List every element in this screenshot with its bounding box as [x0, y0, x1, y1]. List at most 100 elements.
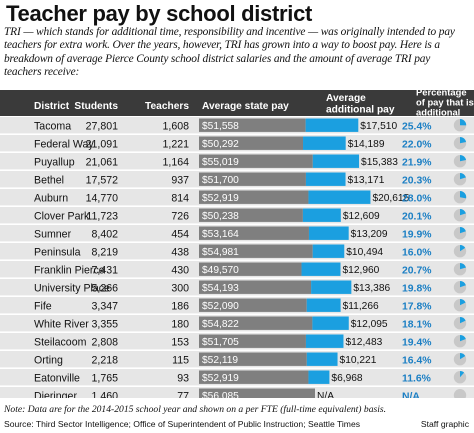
students-count: 5,266: [91, 282, 118, 294]
percentage-pie-slice: [460, 173, 466, 180]
additional-pay-bar: [312, 244, 345, 258]
table-row: Steilacoom 2,808 153 $51,705 $12,483 19.4%: [0, 333, 474, 350]
state-pay-bar: [199, 208, 303, 222]
percentage-pie-slice: [460, 191, 467, 199]
teachers-count: 77: [177, 390, 189, 398]
district-name: Steilacoom: [34, 336, 87, 348]
percentage-pie-slice: [460, 281, 466, 288]
additional-pay-bar: [308, 226, 349, 240]
district-name: Eatonville: [34, 372, 80, 384]
header-line: Percentage: [416, 90, 467, 98]
state-pay-bar: [199, 136, 304, 150]
table-body: Tacoma 27,801 1,608 $51,558 $17,510 25.4% Fede…: [0, 117, 474, 422]
teachers-count: 430: [171, 264, 189, 276]
column-header-teachers: Teachers: [145, 101, 189, 112]
state-pay-bar: [199, 226, 309, 240]
percentage-label: 28.0%: [402, 193, 431, 204]
students-count: 8,402: [91, 228, 118, 240]
state-pay-bar: [199, 280, 312, 294]
percentage-pie-slice: [460, 299, 466, 306]
percentage-label: 20.7%: [402, 265, 431, 276]
district-name: Puyallup: [34, 156, 75, 168]
data-note: Note: Data are for the 2014-2015 school …: [4, 404, 387, 415]
state-pay-label: $49,570: [202, 265, 239, 276]
teachers-count: 186: [171, 300, 189, 312]
header-line: Average: [326, 93, 366, 104]
additional-pay-bar: [305, 172, 346, 186]
percentage-label: N/A: [402, 391, 420, 398]
additional-pay-bar: [305, 334, 344, 348]
district-name: University Place: [34, 282, 110, 294]
percentage-label: 11.6%: [402, 373, 431, 384]
district-name: Orting: [34, 354, 63, 366]
additional-pay-label: $10,494: [346, 247, 383, 258]
district-name: Clover Park: [34, 210, 90, 222]
state-pay-bar: [199, 244, 313, 258]
pay-table: District Students Teachers Average state pa…: [0, 87, 474, 422]
additional-pay-label: $13,209: [351, 229, 388, 240]
header-line: of pay that is: [416, 97, 474, 108]
state-pay-bar: [199, 262, 302, 276]
district-name: Federal Way: [34, 138, 94, 150]
table-header: District Students Teachers Average state pa…: [0, 87, 474, 118]
percentage-label: 19.9%: [402, 229, 431, 240]
additional-pay-label: $12,960: [343, 265, 380, 276]
students-count: 2,808: [91, 336, 118, 348]
header-line: additional: [416, 107, 460, 118]
state-pay-bar: [199, 334, 306, 348]
students-count: 3,355: [91, 318, 118, 330]
table-row: Orting 2,218 115 $52,119 $10,221 16.4%: [0, 351, 474, 368]
district-name: Franklin Pierce: [34, 264, 105, 276]
additional-pay-label: $14,189: [348, 139, 385, 150]
students-count: 27,801: [86, 120, 119, 132]
state-pay-bar: [199, 190, 309, 204]
percentage-pie-slice: [460, 119, 467, 126]
column-header-additional-pay: Average additional pay: [326, 93, 395, 116]
percentage-label: 20.1%: [402, 211, 431, 222]
additional-pay-label: $17,510: [360, 121, 397, 132]
additional-pay-bar: [305, 118, 359, 132]
state-pay-label: $51,700: [202, 175, 239, 186]
district-name: Sumner: [34, 228, 72, 240]
percentage-label: 19.8%: [402, 283, 431, 294]
teachers-count: 726: [171, 210, 189, 222]
staff-credit: Staff graphic: [420, 419, 469, 429]
additional-pay-bar: [303, 136, 346, 150]
district-name: Peninsula: [34, 246, 81, 258]
additional-pay-bar: [301, 262, 341, 276]
percentage-label: 22.0%: [402, 139, 431, 150]
students-count: 2,218: [91, 354, 118, 366]
additional-pay-label: $20,615: [372, 193, 409, 204]
teachers-count: 454: [171, 228, 189, 240]
state-pay-label: $52,119: [202, 355, 238, 366]
teachers-count: 115: [172, 354, 189, 366]
state-pay-label: $54,981: [202, 247, 239, 258]
additional-pay-label: $13,171: [348, 175, 385, 186]
percentage-label: 20.3%: [402, 175, 431, 186]
table-row: White River 3,355 180 $54,822 $12,095 18.1%: [0, 315, 474, 332]
percentage-pie-slice: [460, 245, 466, 252]
state-pay-label: $55,019: [202, 157, 239, 168]
table-row: Eatonville 1,765 93 $52,919 $6,968 11.6%: [0, 369, 474, 386]
additional-pay-label: N/A: [317, 391, 334, 398]
percentage-pie-slice: [460, 371, 465, 378]
percentage-pie-slice: [460, 353, 466, 360]
column-header-students: Students: [74, 101, 118, 112]
table-row: Sumner 8,402 454 $53,164 $13,209 19.9%: [0, 225, 474, 242]
state-pay-label: $50,238: [202, 211, 239, 222]
teachers-count: 1,164: [162, 156, 189, 168]
students-count: 3,347: [91, 300, 118, 312]
additional-pay-bar: [311, 280, 352, 294]
table-row: Bethel 17,572 937 $51,700 $13,171 20.3%: [0, 171, 474, 188]
state-pay-bar: [199, 298, 307, 312]
students-count: 11,723: [86, 210, 118, 222]
state-pay-bar: [199, 316, 313, 330]
students-count: 8,219: [91, 246, 118, 258]
state-pay-label: $52,919: [202, 193, 239, 204]
column-header-state-pay: Average state pay: [202, 101, 289, 112]
percentage-pie-slice: [460, 317, 466, 324]
pay-table-chart: District Students Teachers Average state pa…: [0, 87, 474, 422]
additional-pay-bar: [308, 190, 371, 204]
